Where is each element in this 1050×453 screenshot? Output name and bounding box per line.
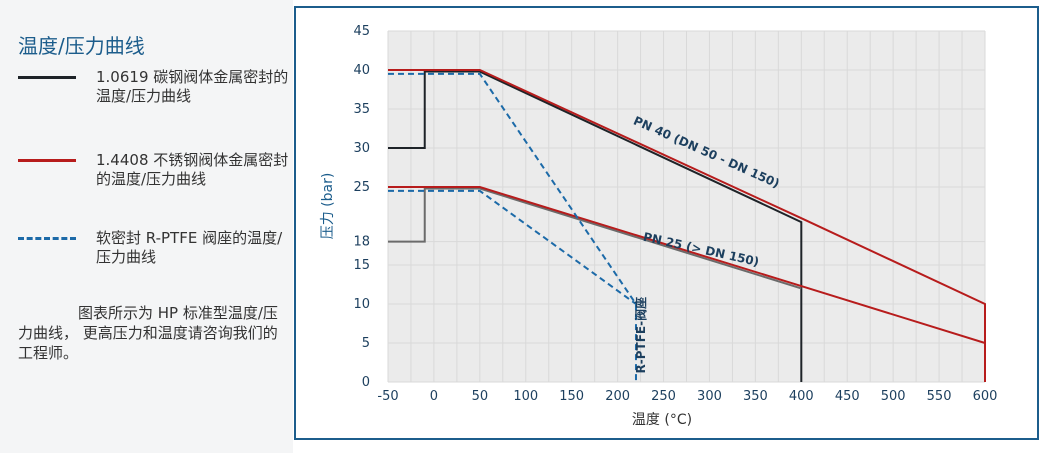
series-line-3 <box>388 186 986 382</box>
y-tick-label: 40 <box>353 63 370 78</box>
annotation-label-2: R-PTFE-阀座 <box>633 297 648 374</box>
x-tick-label: 500 <box>881 389 906 404</box>
legend-label: 软密封 R-PTFE 阀座的温度/压力曲线 <box>96 229 283 266</box>
y-tick-label: 18 <box>353 235 370 250</box>
y-tick-label: 5 <box>362 336 370 351</box>
y-axis-label: 压力 (bar) <box>320 173 336 240</box>
series-line-2 <box>388 69 986 382</box>
legend-item-stainless-steel: 1.4408 不锈钢阀体金属密封的温度/压力曲线 <box>18 151 288 197</box>
legend-panel: 温度/压力曲线 1.0619 碳钢阀体金属密封的温度/压力曲线 1.4408 不… <box>0 0 293 453</box>
x-tick-label: -50 <box>377 389 398 404</box>
legend-item-ptfe: 软密封 R-PTFE 阀座的温度/压力曲线 <box>18 229 288 275</box>
x-tick-label: 250 <box>651 389 676 404</box>
ticks-group: -50 0 50 100 150 200 250 300 350 400 450 500 550 600 0… <box>353 24 997 404</box>
chart-note: 图表所示为 HP 标准型温度/压力曲线， 更高压力和温度请咨询我们的工程师。 <box>18 304 278 362</box>
series-line-5 <box>388 189 637 305</box>
legend-label: 1.4408 不锈钢阀体金属密封的温度/压力曲线 <box>96 151 289 188</box>
legend-label: 1.0619 碳钢阀体金属密封的温度/压力曲线 <box>96 68 289 105</box>
grid <box>387 30 986 383</box>
y-tick-label: 35 <box>353 102 370 117</box>
legend-line-red <box>18 159 76 162</box>
series-line-1 <box>388 187 802 290</box>
series-line-0 <box>388 70 803 382</box>
series-group <box>388 69 986 382</box>
x-tick-label: 450 <box>835 389 860 404</box>
legend-line-black <box>18 76 76 79</box>
x-tick-label: 0 <box>430 389 438 404</box>
legend-line-blue-dashed <box>18 237 76 240</box>
legend-item-carbon-steel: 1.0619 碳钢阀体金属密封的温度/压力曲线 <box>18 68 288 114</box>
x-tick-label: 50 <box>472 389 489 404</box>
y-tick-label: 25 <box>353 180 370 195</box>
x-axis-label: 温度 (°C) <box>632 412 692 428</box>
x-tick-label: 100 <box>513 389 538 404</box>
x-tick-label: 300 <box>697 389 722 404</box>
y-tick-label: 0 <box>362 375 370 390</box>
y-tick-label: 15 <box>353 258 370 273</box>
x-tick-label: 200 <box>605 389 630 404</box>
y-tick-label: 30 <box>353 141 370 156</box>
x-tick-label: 400 <box>789 389 814 404</box>
x-tick-label: 350 <box>743 389 768 404</box>
x-tick-label: 150 <box>559 389 584 404</box>
panel-title: 温度/压力曲线 <box>18 34 145 58</box>
x-tick-label: 600 <box>973 389 998 404</box>
y-tick-label: 10 <box>353 297 370 312</box>
series-line-4 <box>388 72 637 382</box>
x-tick-label: 550 <box>927 389 952 404</box>
y-tick-label: 45 <box>353 24 370 39</box>
